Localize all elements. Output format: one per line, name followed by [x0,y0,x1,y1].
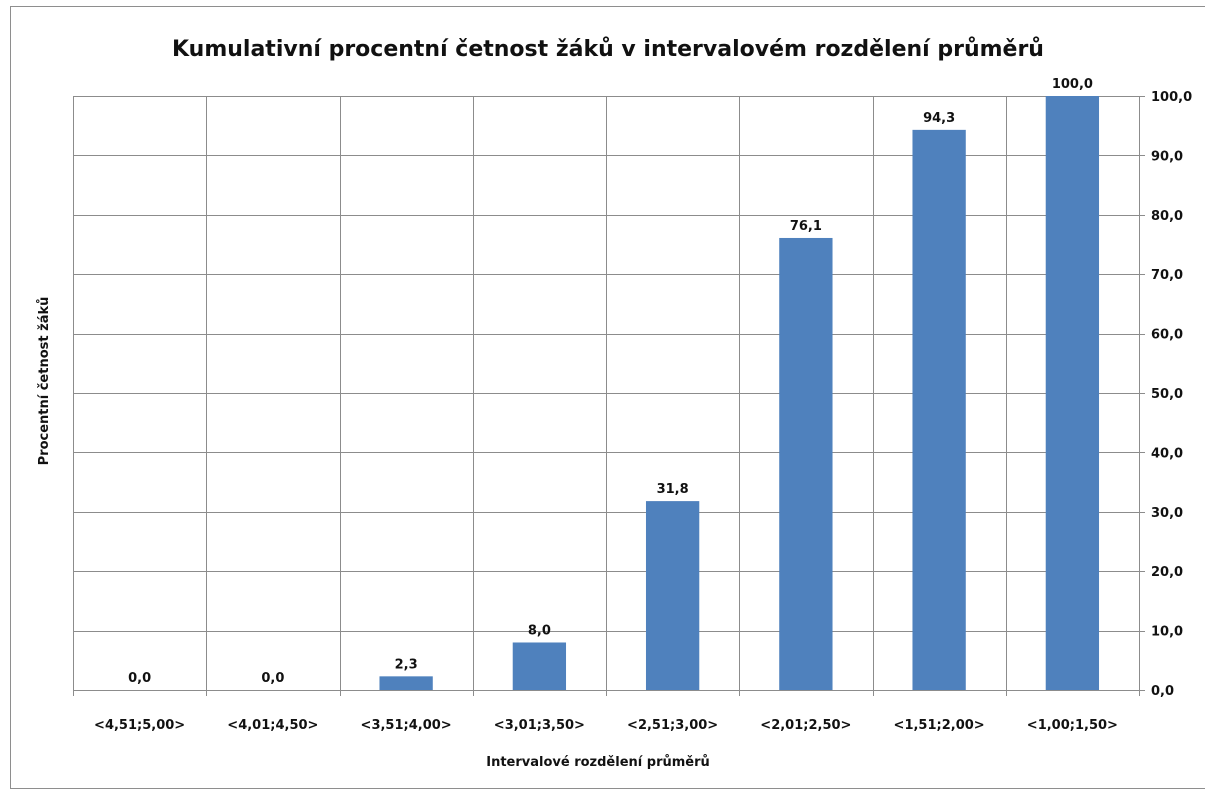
x-tick-label: <4,01;4,50> [227,718,318,733]
bar [912,129,966,690]
gridlines [73,96,1145,696]
y-tick-label: 80,0 [1151,209,1183,224]
x-tick-label: <1,00;1,50> [1027,718,1118,733]
y-tick-label: 10,0 [1151,625,1183,640]
data-label: 31,8 [657,482,689,497]
data-labels: 0,0 0,0 2,3 8,0 31,8 76,1 94,3 100,0 [128,77,1093,686]
y-tick-label: 50,0 [1151,387,1183,402]
bars [379,96,1100,690]
y-tick-label: 30,0 [1151,506,1183,521]
bar [379,676,433,690]
data-label: 8,0 [528,623,551,638]
x-tick-label: <4,51;5,00> [94,718,185,733]
chart-frame: Kumulativní procentní četnost žáků v int… [10,6,1205,789]
data-label: 2,3 [395,657,418,672]
bar [645,501,700,690]
data-label: 100,0 [1052,77,1093,92]
y-tick-label: 90,0 [1151,149,1183,164]
bar [779,237,833,690]
y-tick-label: 100,0 [1151,90,1192,105]
x-tick-label: <1,51;2,00> [894,718,985,733]
x-tick-label: <2,51;3,00> [627,718,718,733]
y-tick-label: 0,0 [1151,684,1174,699]
y-tick-label: 40,0 [1151,446,1183,461]
y-tick-labels: 0,0 10,0 20,0 30,0 40,0 50,0 60,0 70,0 80,0 90,0 1… [1151,90,1192,699]
x-tick-label: <3,51;4,00> [361,718,452,733]
x-tick-label: <2,01;2,50> [760,718,851,733]
x-tick-labels: <4,51;5,00> <4,01;4,50> <3,51;4,00> <3,01;3… [94,718,1118,733]
chart-svg: Kumulativní procentní četnost žáků v int… [37,37,1192,770]
y-tick-label: 70,0 [1151,268,1183,283]
y-tick-label: 60,0 [1151,328,1183,343]
data-label: 0,0 [261,671,284,686]
bar [1045,96,1100,690]
data-label: 94,3 [923,111,955,126]
x-tick-label: <3,01;3,50> [494,718,585,733]
y-axis-label: Procentní četnost žáků [37,297,52,466]
data-label: 0,0 [128,671,151,686]
data-label: 76,1 [790,219,822,234]
chart-title: Kumulativní procentní četnost žáků v int… [172,37,1044,62]
bar [512,642,567,690]
y-tick-label: 20,0 [1151,565,1183,580]
x-axis-label: Intervalové rozdělení průměrů [486,755,710,770]
